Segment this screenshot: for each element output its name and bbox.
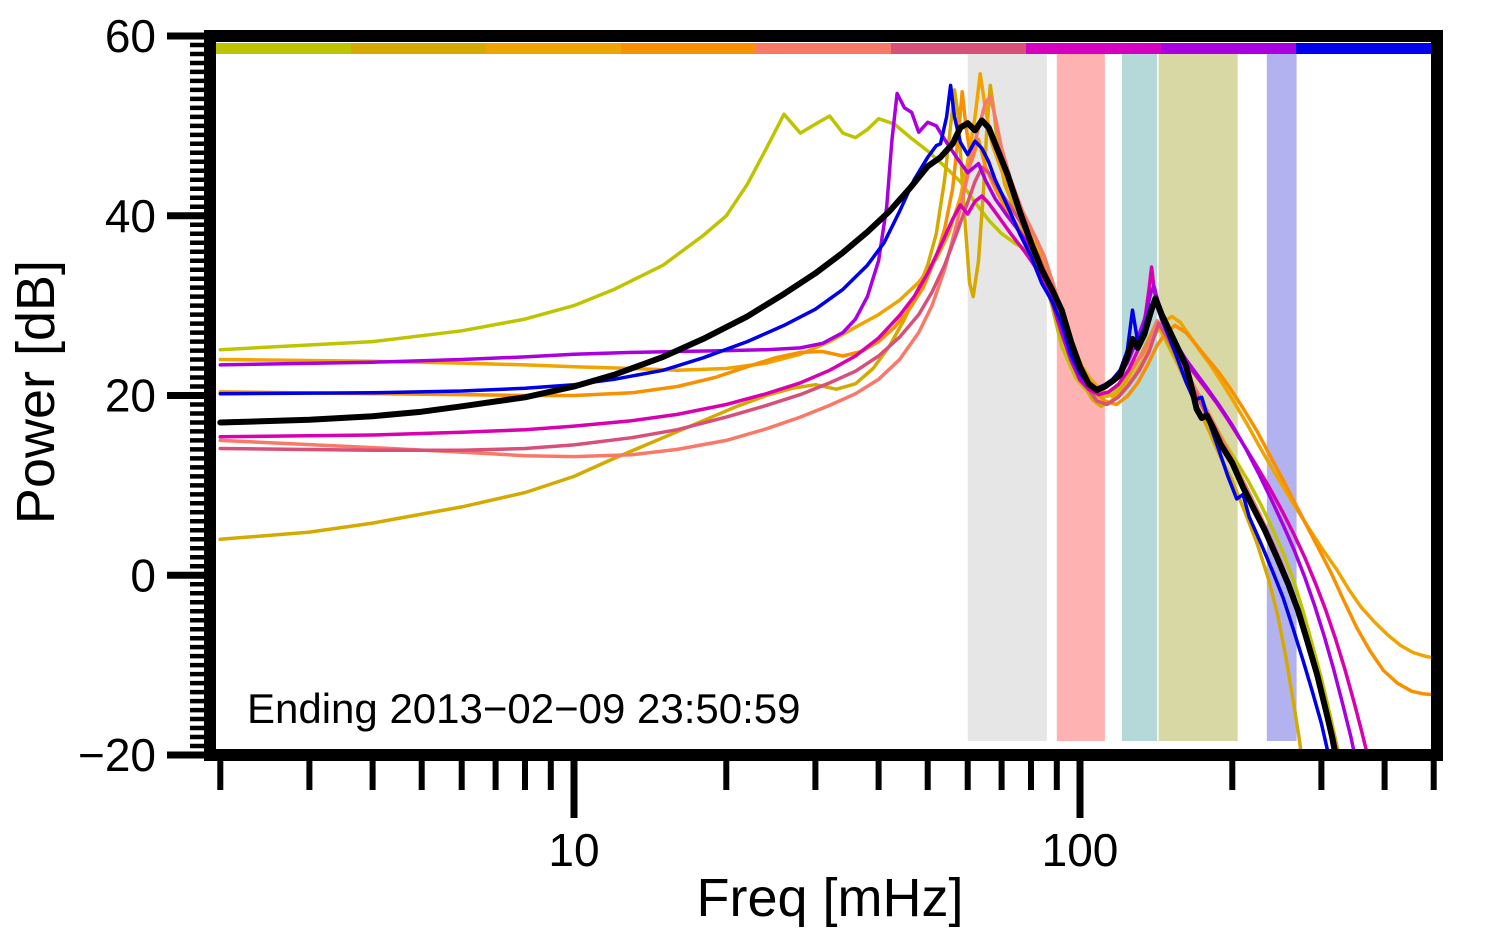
- strip-segment-8: [1161, 43, 1297, 54]
- series-black: [217, 117, 1338, 749]
- x-tick-label: 10: [548, 824, 599, 876]
- strip-segment-9: [1296, 43, 1432, 54]
- ending-timestamp-annotation: Ending 2013−02−09 23:50:59: [247, 685, 801, 732]
- strip-segment-2: [351, 43, 487, 54]
- band-gray: [967, 54, 1047, 741]
- strip-segment-1: [216, 43, 352, 54]
- y-tick-label: 0: [130, 549, 156, 601]
- strip-segment-3: [486, 43, 622, 54]
- band-pink: [1056, 54, 1105, 741]
- y-tick-label: 20: [105, 370, 156, 422]
- y-axis-title: Power [dB]: [6, 259, 66, 525]
- plot-frame: [204, 30, 1443, 761]
- y-tick-label: 60: [105, 10, 156, 62]
- y-tick-label: −20: [78, 729, 156, 781]
- strip-segment-5: [756, 43, 892, 54]
- series-blue: [218, 83, 1330, 749]
- strip-segment-6: [891, 43, 1027, 54]
- x-axis-title: Freq [mHz]: [696, 868, 964, 928]
- x-tick-label: 100: [1042, 824, 1119, 876]
- strip-segment-4: [621, 43, 757, 54]
- strip-segment-7: [1026, 43, 1162, 54]
- series-orange: [218, 71, 1431, 660]
- y-tick-label: 40: [105, 190, 156, 242]
